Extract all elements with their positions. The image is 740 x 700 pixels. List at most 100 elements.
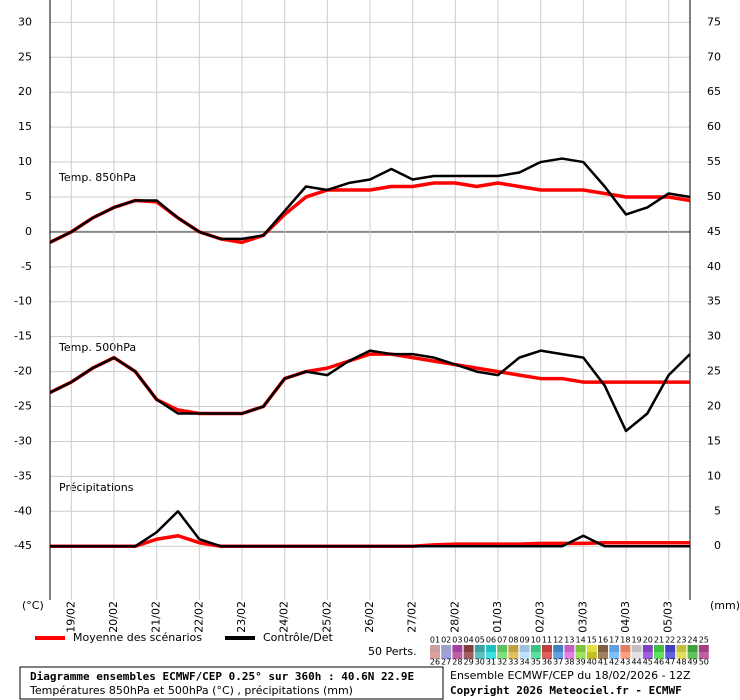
member-swatch <box>542 645 552 652</box>
member-swatch <box>441 652 452 659</box>
member-label: 44 <box>632 658 642 667</box>
member-label: 48 <box>676 658 686 667</box>
member-label: 38 <box>564 658 574 667</box>
member-label: 17 <box>609 636 619 645</box>
footer-box <box>19 666 444 700</box>
legend-label: Contrôle/Det <box>263 631 333 644</box>
y-tick-label: -35 <box>14 469 32 482</box>
member-swatch <box>430 645 440 652</box>
member-label: 24 <box>688 636 698 645</box>
member-label: 46 <box>654 658 664 667</box>
y-tick-label: 25 <box>18 50 32 63</box>
member-label: 41 <box>598 658 608 667</box>
member-swatch <box>631 652 642 659</box>
member-swatch <box>609 645 620 652</box>
member-label: 05 <box>475 636 485 645</box>
member-label: 28 <box>452 658 462 667</box>
member-label: 10 <box>531 636 541 645</box>
panel-label: Temp. 500hPa <box>58 341 136 354</box>
member-swatch <box>486 645 496 652</box>
member-label: 47 <box>665 658 675 667</box>
member-label: 37 <box>553 658 563 667</box>
y-tick-label: -30 <box>14 434 32 447</box>
member-label: 03 <box>452 636 462 645</box>
member-swatch <box>441 645 452 652</box>
member-swatch <box>508 652 519 659</box>
member-label: 09 <box>520 636 530 645</box>
member-label: 20 <box>643 636 653 645</box>
member-label: 22 <box>665 636 675 645</box>
member-swatch <box>687 645 698 652</box>
y-tick-label: -25 <box>14 400 32 413</box>
member-swatch <box>452 652 463 659</box>
series-line <box>49 349 691 433</box>
member-label: 45 <box>643 658 653 667</box>
y2-tick-label: 60 <box>707 120 721 133</box>
y2-tick-label: 65 <box>707 85 721 98</box>
y-tick-label: -5 <box>21 260 32 273</box>
member-label: 01 <box>430 636 440 645</box>
member-label: 16 <box>598 636 608 645</box>
y2-tick-label: 40 <box>707 260 721 273</box>
member-label: 02 <box>441 636 451 645</box>
member-swatch <box>586 652 597 659</box>
member-swatch <box>452 645 463 652</box>
member-swatch <box>676 652 687 659</box>
member-label: 40 <box>587 658 597 667</box>
member-label: 35 <box>531 658 541 667</box>
y-tick-label: -15 <box>14 330 32 343</box>
member-label: 36 <box>542 658 552 667</box>
member-swatch <box>575 645 586 652</box>
member-swatch <box>631 645 642 652</box>
member-swatch <box>609 652 620 659</box>
member-label: 25 <box>699 636 709 645</box>
member-swatch <box>564 652 575 659</box>
y2-tick-label: 15 <box>707 434 721 447</box>
y-tick-label: -20 <box>14 365 32 378</box>
member-label: 34 <box>520 658 530 667</box>
x-tick-label: 28/02 <box>448 601 461 633</box>
member-label: 07 <box>497 636 507 645</box>
member-swatch <box>474 652 485 659</box>
footer-copyright: Copyright 2026 Meteociel.fr - ECMWF <box>450 684 682 697</box>
x-tick-label: 22/02 <box>192 601 205 633</box>
x-tick-label: 02/03 <box>534 601 547 633</box>
y-tick-label: 15 <box>18 120 32 133</box>
member-swatch <box>698 645 709 652</box>
member-swatch <box>463 652 474 659</box>
y-tick-label: 20 <box>18 85 32 98</box>
x-tick-label: 20/02 <box>107 601 120 633</box>
y2-tick-label: 0 <box>714 539 721 552</box>
member-swatch <box>519 652 530 659</box>
member-label: 50 <box>699 658 709 667</box>
member-label: 19 <box>632 636 642 645</box>
y-tick-label: -10 <box>14 295 32 308</box>
member-swatch <box>530 652 541 659</box>
member-swatch <box>553 652 564 659</box>
member-label: 30 <box>475 658 485 667</box>
y-tick-label: 30 <box>18 15 32 28</box>
y2-tick-label: 5 <box>714 504 721 517</box>
member-swatch <box>430 652 440 659</box>
x-tick-label: 19/02 <box>64 601 77 633</box>
y2-tick-label: 30 <box>707 330 721 343</box>
member-label: 31 <box>486 658 496 667</box>
member-swatch <box>642 652 653 659</box>
y2-tick-label: 35 <box>707 295 721 308</box>
x-tick-label: 27/02 <box>406 601 419 633</box>
y2-tick-label: 45 <box>707 225 721 238</box>
member-label: 04 <box>464 636 474 645</box>
member-swatch <box>665 645 676 652</box>
member-swatch <box>598 645 608 652</box>
member-label: 18 <box>620 636 630 645</box>
y2-tick-label: 20 <box>707 400 721 413</box>
y-axis-label: (°C) <box>22 599 44 612</box>
member-swatch <box>542 652 552 659</box>
member-swatch <box>519 645 530 652</box>
series-line <box>49 157 691 244</box>
member-swatch <box>598 652 608 659</box>
y2-tick-label: 10 <box>707 469 721 482</box>
panel-label: Temp. 850hPa <box>58 171 136 184</box>
member-swatch <box>642 645 653 652</box>
